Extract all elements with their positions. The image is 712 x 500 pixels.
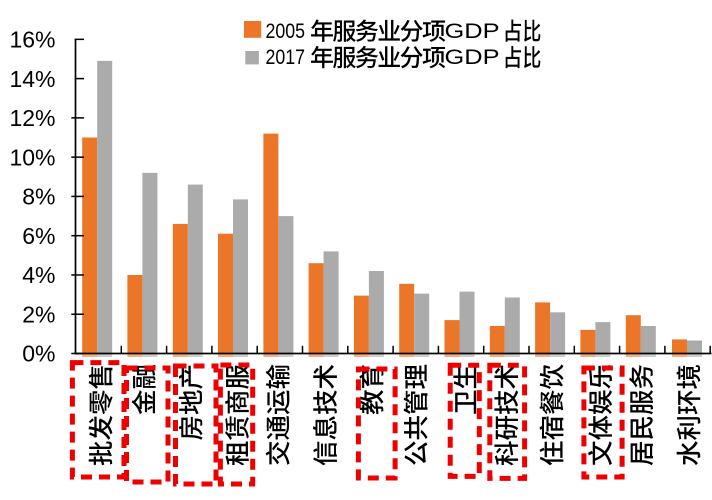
svg-text:8%: 8% <box>22 184 55 210</box>
svg-text:6%: 6% <box>22 223 55 249</box>
svg-text:GDP: GDP <box>445 46 500 69</box>
svg-text:2017: 2017 <box>266 46 306 69</box>
svg-text:2%: 2% <box>22 301 55 327</box>
svg-text:2005: 2005 <box>266 20 306 43</box>
svg-text:12%: 12% <box>9 105 55 131</box>
svg-text:14%: 14% <box>9 66 55 92</box>
svg-text:0%: 0% <box>22 341 55 367</box>
svg-text:10%: 10% <box>9 144 55 170</box>
svg-text:GDP: GDP <box>445 20 500 43</box>
svg-text:4%: 4% <box>22 262 55 288</box>
svg-text:16%: 16% <box>9 27 55 53</box>
